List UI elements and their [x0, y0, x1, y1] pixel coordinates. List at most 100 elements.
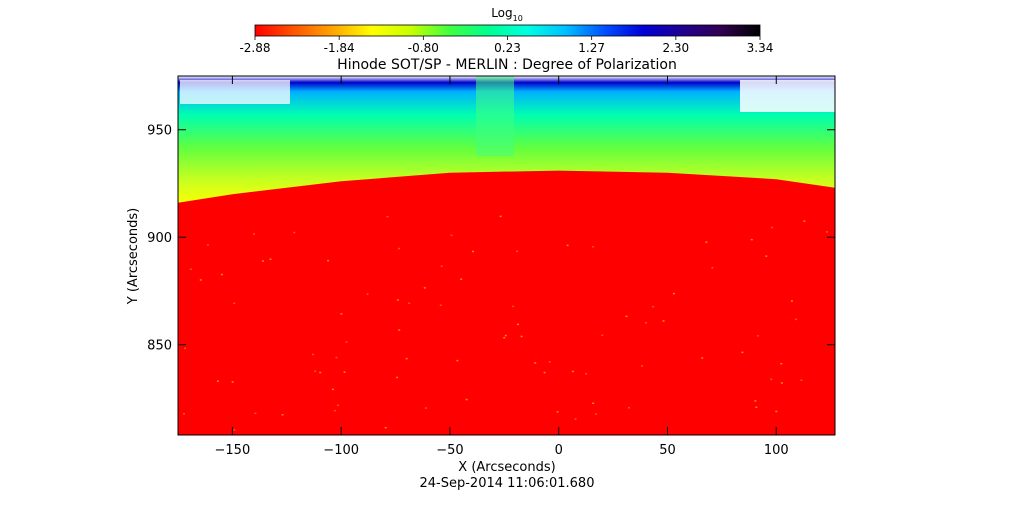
chart-title: Hinode SOT/SP - MERLIN : Degree of Polar… — [337, 57, 677, 73]
disk-speckle — [233, 302, 236, 304]
disk-speckle — [592, 402, 595, 404]
disk-speckle — [543, 371, 546, 374]
colorbar-gradient — [254, 24, 761, 37]
disk-speckle — [199, 279, 202, 281]
disk-speckle — [800, 379, 803, 381]
disk-speckle — [790, 300, 793, 302]
y-axis-ticks: 850 900 950 — [147, 124, 835, 354]
disk-speckle — [337, 404, 339, 407]
disk-speckle — [465, 398, 468, 401]
disk-speckle — [189, 268, 192, 270]
disk-speckle — [254, 412, 257, 415]
disk-speckle — [571, 370, 574, 373]
colorbar-tick-label: 3.34 — [747, 41, 774, 55]
disk-speckle — [366, 293, 369, 295]
x-tick-label: −100 — [323, 443, 359, 458]
y-tick-label: 950 — [147, 124, 172, 139]
disk-speckle — [184, 347, 186, 350]
y-tick-label: 900 — [147, 231, 172, 246]
colorbar-tick-label: -2.88 — [239, 41, 270, 55]
disk-speckle — [440, 265, 443, 267]
disk-speckle — [345, 341, 348, 343]
disk-speckle — [645, 322, 647, 324]
disk-speckle — [398, 329, 401, 331]
disk-speckle — [450, 234, 453, 237]
disk-speckle — [499, 215, 502, 218]
x-tick-label: −150 — [215, 443, 251, 458]
disk-speckle — [396, 299, 399, 301]
disk-speckle — [662, 320, 665, 322]
x-tick-label: −50 — [436, 443, 463, 458]
colorbar-label: Log10 — [491, 6, 523, 23]
disk-speckle — [566, 244, 569, 247]
colorbar-tick-label: 0.23 — [494, 41, 521, 55]
disk-speckle — [754, 400, 757, 402]
slit-stripe — [476, 76, 514, 156]
disk-speckle — [780, 382, 783, 384]
plot-area — [178, 76, 835, 435]
disk-speckle — [556, 411, 559, 413]
disk-speckle — [516, 250, 519, 253]
disk-speckle — [314, 370, 317, 372]
disk-speckle — [711, 267, 714, 269]
disk-speckle — [672, 292, 675, 295]
disk-speckle — [601, 334, 604, 337]
disk-speckle — [517, 323, 519, 326]
y-axis-label: Y (Arcseconds) — [126, 208, 141, 305]
colorbar-tick-label: 1.27 — [578, 41, 605, 55]
colorbar-ticks: -2.88 -1.84 -0.80 0.23 1.27 2.30 3.34 — [239, 36, 773, 55]
disk-speckle — [585, 373, 588, 375]
disk-speckles — [183, 215, 828, 431]
disk-speckle — [456, 359, 459, 362]
x-tick-label: 50 — [659, 443, 676, 458]
disk-speckle — [472, 250, 474, 253]
disk-speckle — [340, 313, 343, 315]
disk-speckle — [794, 318, 797, 321]
disk-speckle — [771, 226, 774, 229]
disk-speckle — [439, 304, 442, 306]
disk-speckle — [503, 337, 506, 339]
disk-speckle — [269, 258, 272, 260]
x-axis-label: X (Arcseconds) — [458, 460, 555, 475]
disk-speckle — [233, 429, 236, 431]
colorbar-tick-label: -1.84 — [324, 41, 355, 55]
disk-speckle — [423, 287, 426, 289]
disk-speckle — [206, 244, 209, 246]
disk-speckle — [396, 376, 399, 379]
disk-speckle — [253, 233, 255, 235]
disk-speckle — [319, 371, 322, 374]
disk-speckle — [293, 231, 296, 234]
disk-speckle — [424, 407, 427, 409]
disk-speckle — [652, 305, 655, 308]
disk-speckle — [803, 220, 806, 222]
disk-speckle — [756, 335, 759, 337]
disk-speckle — [343, 371, 346, 373]
white-noise-patch-left — [180, 80, 290, 104]
disk-speckle — [327, 259, 330, 262]
disk-speckle — [504, 334, 507, 337]
disk-speckle — [534, 362, 537, 364]
disk-speckle — [281, 414, 284, 416]
disk-speckle — [548, 361, 551, 363]
disk-speckle — [574, 418, 577, 420]
disk-speckle — [755, 406, 758, 408]
disk-speckle — [592, 246, 595, 248]
colorbar-tick-label: 2.30 — [662, 41, 689, 55]
plot-frame — [177, 75, 836, 436]
disk-speckle — [770, 378, 773, 381]
disk-speckle — [183, 413, 185, 415]
disk-speckle — [595, 413, 598, 415]
disk-speckle — [625, 315, 628, 318]
disk-speckle — [705, 241, 708, 243]
disk-speckle — [628, 407, 630, 409]
colorbar-tick-label: -0.80 — [408, 41, 439, 55]
disk-speckle — [216, 380, 219, 382]
disk-speckle — [333, 409, 336, 412]
disk-speckle — [312, 353, 315, 356]
disk-speckle — [826, 231, 828, 233]
disk-speckle — [335, 356, 338, 359]
disk-speckle — [398, 247, 400, 250]
disk-speckle — [231, 381, 234, 383]
solar-disk — [178, 170, 835, 435]
